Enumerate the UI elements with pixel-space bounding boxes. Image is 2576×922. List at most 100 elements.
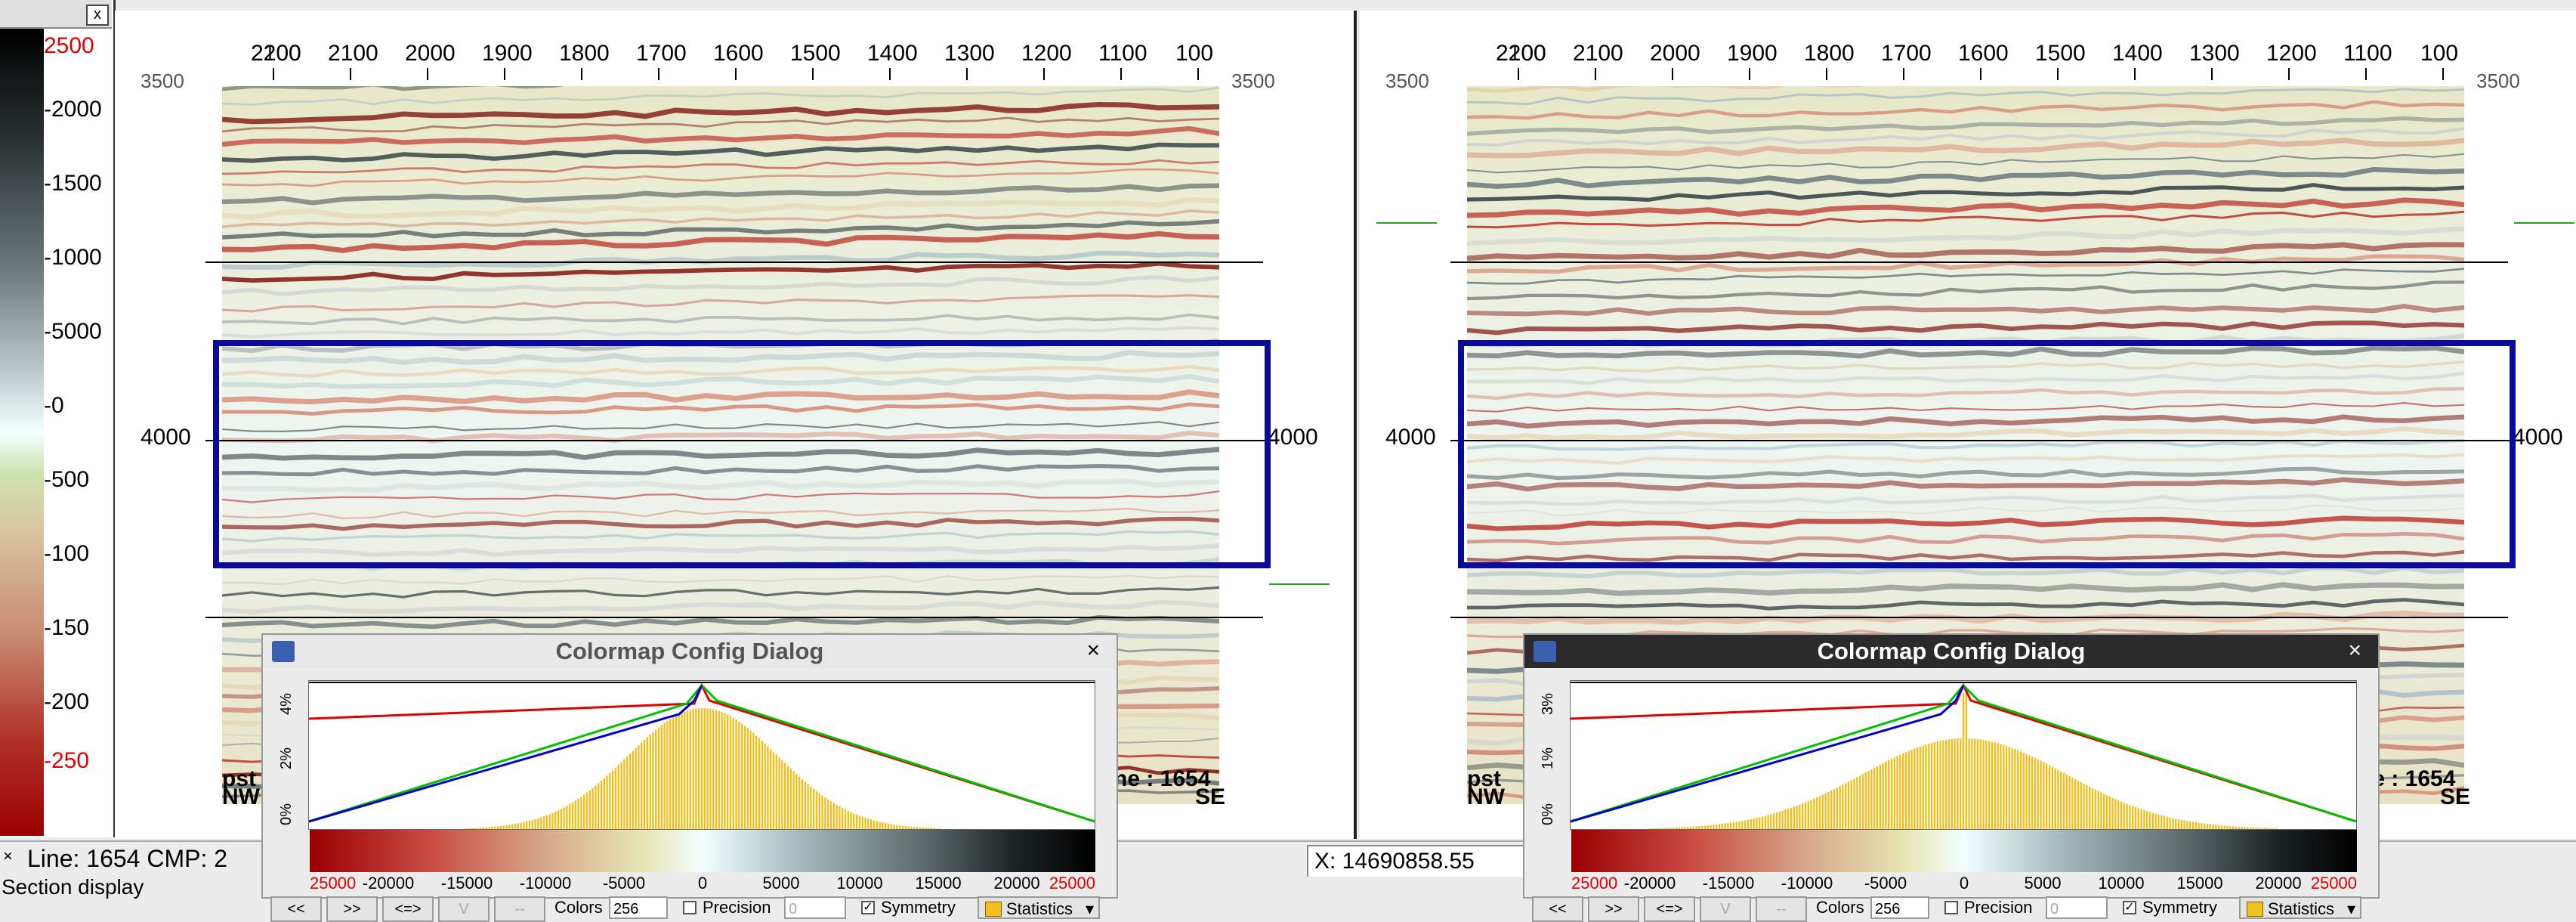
x-axis-tick-label: 1800 — [559, 41, 610, 66]
chevron-down-icon: ▾ — [2346, 899, 2355, 918]
x-axis-tick-label: 1800 — [1804, 41, 1855, 66]
x-axis-tick-label: 1100 — [2343, 41, 2392, 66]
colorbar-tick-label: -2000 — [44, 97, 102, 122]
statistics-label: Statistics — [2268, 899, 2335, 918]
swap-button[interactable]: <=> — [1644, 896, 1695, 922]
x-axis-tick-label: 1500 — [790, 41, 841, 66]
vertical-button[interactable]: V — [1700, 896, 1751, 922]
colors-label: Colors — [1816, 898, 1864, 917]
y-axis-label-3500: 3500 — [141, 70, 184, 92]
well-marker — [1376, 222, 1437, 224]
precision-checkbox[interactable] — [1944, 901, 1958, 914]
colormap-gradient-bar[interactable] — [310, 830, 1095, 872]
horizon-line — [205, 261, 1263, 263]
seismic-image — [222, 86, 1219, 804]
close-icon[interactable]: × — [2348, 638, 2361, 663]
previous-button[interactable]: << — [1532, 896, 1583, 922]
region-of-interest-box — [1458, 340, 2516, 568]
colormap-tick-label: -5000 — [602, 874, 646, 893]
histogram-percent-label: 0% — [1540, 803, 1556, 825]
colorbar-tick-label: -0 — [44, 393, 64, 418]
section-display-label: Section display — [2, 875, 144, 899]
colormap-config-dialog-right[interactable]: Colormap Config Dialog × 3% 1% 0% 25000 -200… — [1523, 633, 2380, 922]
colorbar-gradient — [0, 29, 44, 836]
x-axis-tick-label: 1600 — [1958, 41, 2009, 66]
y-axis-label-4000-right: 4000 — [1268, 425, 1318, 450]
x-axis-tick-label: 1700 — [1881, 41, 1932, 66]
symmetry-label: Symmetry — [2142, 898, 2217, 917]
statistics-icon — [2247, 902, 2263, 917]
region-of-interest-box — [213, 340, 1271, 568]
colormap-tick-label: -15000 — [440, 874, 493, 893]
swap-button[interactable]: <=> — [382, 896, 434, 922]
statistics-button[interactable]: Statistics ▾ — [978, 896, 1100, 919]
dock-close-icon[interactable]: × — [3, 846, 13, 865]
colormap-tick-label: -20000 — [362, 874, 415, 893]
x-axis-tick-label: 1900 — [1727, 41, 1778, 66]
colormap-tick-label: -15000 — [1702, 874, 1755, 893]
horizon-line — [1450, 261, 2508, 263]
previous-button[interactable]: << — [270, 896, 322, 922]
colors-spinbox[interactable]: 256 — [609, 896, 668, 919]
x-axis-tick-label: 2100 — [1496, 41, 1546, 66]
colormap-tick-label: 25000 — [310, 874, 357, 893]
x-axis-tick-label: 2100 — [328, 41, 378, 66]
colormap-tick-label: -10000 — [519, 874, 572, 893]
statistics-icon — [985, 902, 1002, 917]
close-icon[interactable]: × — [1086, 638, 1100, 663]
colormap-tick-label: -10000 — [1781, 874, 1833, 893]
precision-spinbox[interactable]: 0 — [784, 896, 846, 919]
symmetry-checkbox[interactable]: ✓ — [861, 901, 875, 914]
statistics-label: Statistics — [1006, 899, 1073, 918]
x-axis-tick-label: 1400 — [867, 41, 918, 66]
chevron-down-icon: ▾ — [1085, 899, 1094, 918]
colormap-tick-label: 20000 — [2255, 874, 2302, 893]
colorbar-tick-label: -200 — [44, 689, 90, 714]
close-icon[interactable]: x — [86, 5, 109, 26]
x-axis-tick-label: 1500 — [2035, 41, 2086, 66]
precision-label: Precision — [703, 898, 771, 917]
colorbar-tick-label: -1500 — [44, 171, 102, 196]
dash-button[interactable]: -- — [1756, 896, 1807, 922]
colormap-tick-label: 5000 — [2024, 874, 2062, 893]
x-axis-tick-label: 1200 — [1021, 41, 1072, 66]
dialog-title: Colormap Config Dialog — [1524, 635, 2378, 668]
colorbar-tick-label: -100 — [44, 541, 90, 566]
colormap-tick-label: 0 — [1959, 874, 1969, 893]
next-button[interactable]: >> — [326, 896, 378, 922]
direction-label-nw: NW — [222, 784, 260, 809]
colormap-gradient-bar[interactable] — [1571, 830, 2357, 872]
colorbar-tick-label: -5000 — [44, 319, 102, 344]
vertical-button[interactable]: V — [438, 896, 490, 922]
x-coordinate-readout: X: 14690858.55 — [1307, 845, 1537, 878]
line-number-label: ne : 1654 — [1113, 766, 1211, 791]
dialog-title: Colormap Config Dialog — [263, 635, 1117, 668]
histogram-plot[interactable] — [308, 680, 1095, 830]
colormap-tick-label: -20000 — [1623, 874, 1676, 893]
colorbar-tick-label: -250 — [44, 748, 90, 773]
dash-button[interactable]: -- — [494, 896, 545, 922]
direction-label-se: SE — [2440, 784, 2471, 809]
histogram-percent-label: 2% — [278, 747, 295, 769]
y-axis-label-4000: 4000 — [1385, 425, 1436, 450]
colormap-config-dialog-left[interactable]: Colormap Config Dialog × 4% 2% 0% 25000 -200… — [261, 633, 1118, 922]
direction-label-se: SE — [1195, 784, 1226, 809]
precision-spinbox[interactable]: 0 — [2046, 896, 2108, 919]
app-icon — [272, 641, 295, 662]
symmetry-checkbox[interactable]: ✓ — [2123, 901, 2136, 914]
precision-checkbox[interactable] — [683, 901, 697, 914]
app-icon — [1534, 641, 1556, 662]
colorbar-tick-label: 2500 — [44, 33, 94, 58]
statistics-button[interactable]: Statistics ▾ — [2239, 896, 2361, 919]
histogram-plot[interactable] — [1570, 680, 2357, 830]
x-axis-tick-label: 2100 — [251, 41, 301, 66]
colormap-tick-label: 20000 — [993, 874, 1040, 893]
colormap-tick-label: -5000 — [1864, 874, 1907, 893]
next-button[interactable]: >> — [1588, 896, 1639, 922]
x-axis-tick-label: 1300 — [944, 41, 995, 66]
colorbar-panel: x 2500 -2000 -1500 -1000 -5000 -0 -500 -100 -150… — [0, 0, 116, 837]
x-axis-tick-label: 1600 — [713, 41, 764, 66]
colormap-tick-labels: 25000 -20000 -15000 -10000 -5000 0 5000 10000 15… — [310, 874, 1095, 893]
histogram-percent-label: 0% — [278, 803, 295, 825]
colors-spinbox[interactable]: 256 — [1870, 896, 1929, 919]
